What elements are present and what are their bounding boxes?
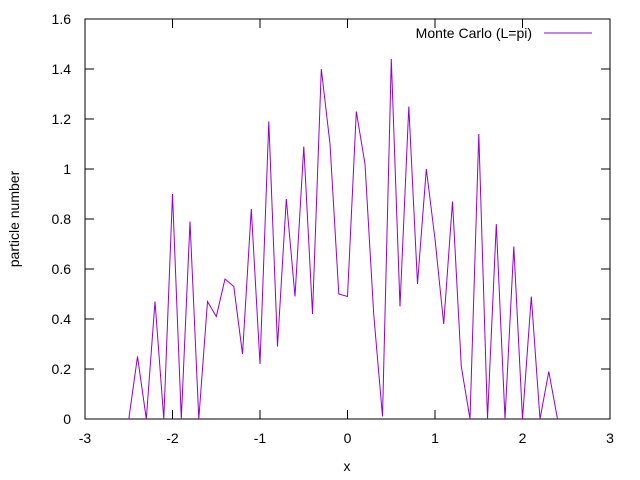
x-tick-label: 3 xyxy=(606,430,614,446)
x-tick-label: 1 xyxy=(431,430,439,446)
y-tick-label: 1.4 xyxy=(52,61,72,77)
y-tick-label: 0.2 xyxy=(52,361,72,377)
y-tick-label: 0.4 xyxy=(52,311,72,327)
x-tick-label: 2 xyxy=(519,430,527,446)
x-tick-label: -1 xyxy=(254,430,267,446)
legend: Monte Carlo (L=pi) xyxy=(416,25,592,41)
y-tick-label: 0.8 xyxy=(52,211,72,227)
series-line xyxy=(128,58,558,420)
y-tick-label: 1.2 xyxy=(52,111,72,127)
y-tick-label: 0 xyxy=(63,411,71,427)
x-axis-label: x xyxy=(344,458,351,474)
y-tick-label: 1 xyxy=(63,161,71,177)
y-axis-label: particle number xyxy=(6,170,22,267)
y-tick-labels: 0 0.2 0.4 0.6 0.8 1 1.2 1.4 1.6 xyxy=(52,11,72,427)
legend-label: Monte Carlo (L=pi) xyxy=(416,25,532,41)
y-tick-label: 1.6 xyxy=(52,11,72,27)
x-tick-label: -3 xyxy=(79,430,92,446)
axis-ticks xyxy=(84,18,611,420)
x-tick-labels: -3 -2 -1 0 1 2 3 xyxy=(79,430,614,446)
y-tick-label: 0.6 xyxy=(52,261,72,277)
x-tick-label: -2 xyxy=(166,430,179,446)
x-tick-label: 0 xyxy=(344,430,352,446)
plot-frame xyxy=(84,18,611,420)
